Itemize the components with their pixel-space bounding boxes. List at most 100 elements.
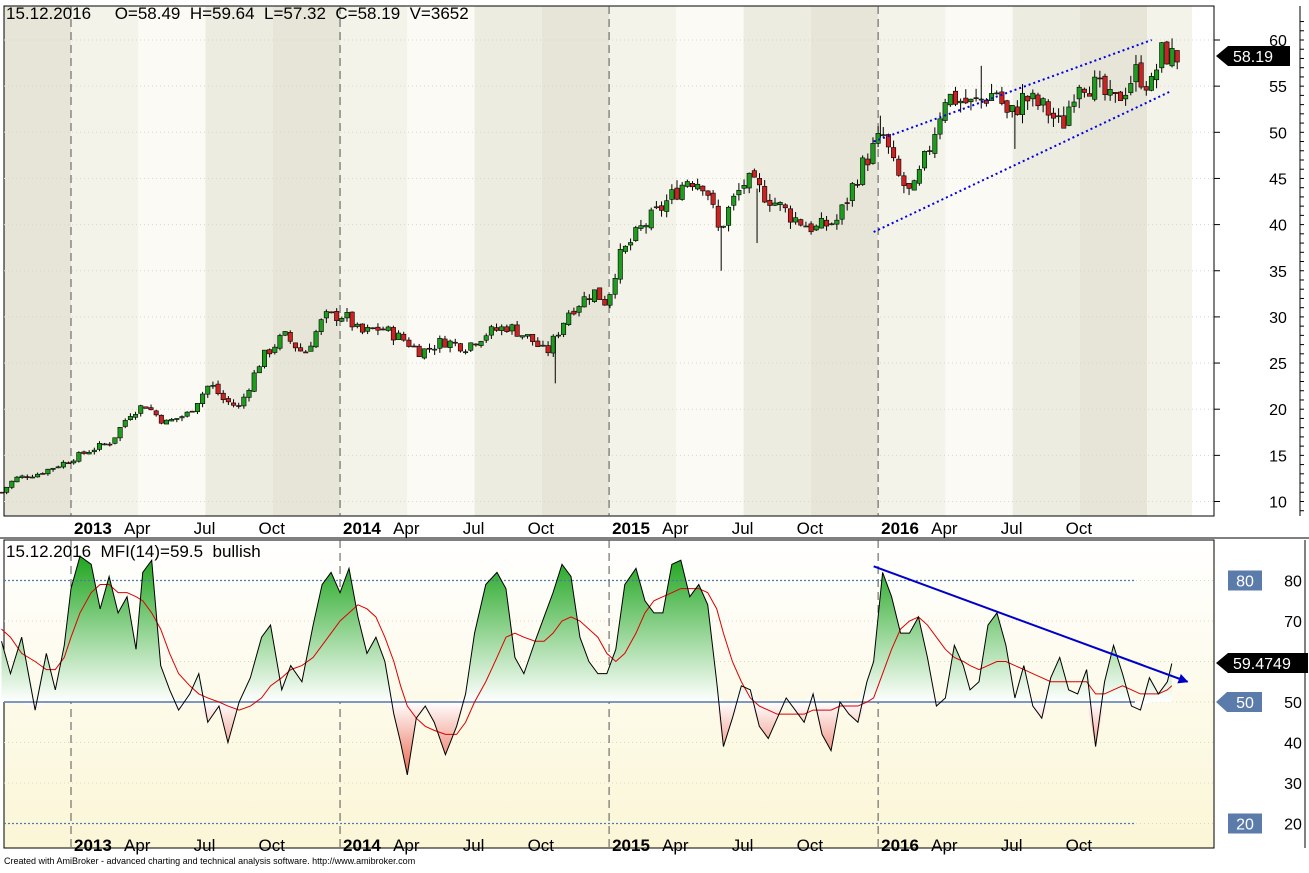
candle-up bbox=[313, 331, 319, 348]
candle-up bbox=[669, 189, 675, 200]
candle-up bbox=[76, 452, 82, 462]
quarter-band bbox=[1079, 6, 1148, 516]
candle-down bbox=[1138, 62, 1144, 88]
mfi-line bbox=[1, 555, 1173, 776]
candle-up bbox=[344, 312, 350, 319]
candle-up bbox=[256, 366, 262, 374]
candle-down bbox=[158, 414, 164, 424]
mfi-x-axis: 2013 Apr Jul Oct 2014 Apr Jul Oct 2015 Apr Jul Oct 2… bbox=[74, 836, 1092, 855]
quarter-band bbox=[676, 6, 744, 516]
candle-down bbox=[406, 339, 412, 347]
candle-up bbox=[1071, 101, 1077, 107]
candle-up bbox=[1154, 69, 1160, 81]
candle-down bbox=[442, 338, 448, 348]
quarter-band bbox=[945, 6, 1013, 516]
candle-up bbox=[1107, 89, 1113, 96]
candle-down bbox=[457, 343, 463, 352]
candle-down bbox=[514, 324, 520, 337]
candle-up bbox=[509, 324, 515, 332]
candle-down bbox=[767, 199, 773, 206]
quarter-band bbox=[474, 6, 542, 516]
candle-up bbox=[592, 289, 598, 302]
x-tick-label: 2015 bbox=[612, 836, 650, 855]
candle-down bbox=[375, 326, 381, 331]
candle-up bbox=[261, 349, 267, 367]
candle-down bbox=[530, 333, 536, 342]
candle-down bbox=[674, 187, 680, 200]
channel-line bbox=[873, 39, 1152, 143]
quarter-band bbox=[1147, 6, 1192, 516]
candle-up bbox=[916, 169, 922, 184]
level-box-shape bbox=[1228, 813, 1262, 834]
candle-up bbox=[251, 372, 257, 392]
quarter-band bbox=[407, 6, 475, 516]
mfi-area-fills bbox=[1, 556, 1172, 775]
y-tick-label: 40 bbox=[1269, 218, 1287, 235]
candle-up bbox=[164, 419, 170, 425]
candle-up bbox=[184, 411, 190, 417]
candle-down bbox=[349, 311, 355, 328]
candle-down bbox=[1035, 94, 1041, 107]
quarter-band bbox=[810, 6, 879, 516]
candle-down bbox=[504, 326, 510, 332]
y-tick-label: 25 bbox=[1269, 356, 1287, 373]
x-tick-label: Apr bbox=[124, 836, 151, 855]
candle-up bbox=[746, 172, 752, 189]
candle-down bbox=[359, 323, 365, 333]
candle-down bbox=[659, 205, 665, 211]
candle-up bbox=[622, 245, 628, 252]
y-tick-label: 55 bbox=[1269, 79, 1287, 96]
price-pane[interactable]: 2013 Apr Jul Oct 2014 Apr Jul Oct 2015 Apr Jul Oct 2… bbox=[0, 0, 1309, 538]
candle-up bbox=[122, 420, 128, 427]
candle-down bbox=[885, 134, 891, 148]
candle-up bbox=[45, 468, 51, 475]
candle-up bbox=[205, 385, 211, 395]
candle-down bbox=[220, 392, 226, 401]
candle-down bbox=[963, 97, 969, 104]
candle-up bbox=[447, 340, 453, 348]
candle-up bbox=[566, 312, 572, 325]
candle-up bbox=[323, 311, 329, 319]
candle-down bbox=[1050, 112, 1056, 119]
candle-down bbox=[189, 410, 195, 413]
candle-up bbox=[421, 348, 427, 359]
candle-up bbox=[169, 419, 175, 422]
candle-up bbox=[277, 335, 283, 349]
candle-up bbox=[942, 102, 948, 121]
candle-up bbox=[308, 345, 314, 352]
candle-up bbox=[834, 219, 840, 225]
candle-up bbox=[468, 342, 474, 351]
candle-up bbox=[241, 396, 247, 407]
candle-down bbox=[1097, 77, 1103, 80]
mfi-value-marker: 59.4749 bbox=[1216, 653, 1308, 673]
candle-down bbox=[927, 150, 933, 152]
candle-up bbox=[133, 414, 139, 418]
candle-up bbox=[1133, 64, 1139, 83]
candle-down bbox=[896, 158, 902, 176]
candle-up bbox=[478, 341, 484, 346]
candle-up bbox=[86, 451, 92, 455]
x-tick-label: Oct bbox=[259, 836, 286, 855]
candle-down bbox=[1045, 101, 1051, 116]
mfi-pane[interactable]: 80 50 20 2013 Apr Jul Oct 2014 Apr Jul Oct 2015 Apr… bbox=[0, 537, 1309, 855]
candle-up bbox=[437, 338, 443, 349]
candle-up bbox=[653, 206, 659, 209]
candle-up bbox=[1148, 76, 1154, 91]
candle-up bbox=[432, 348, 438, 351]
candle-down bbox=[751, 170, 757, 178]
candle-up bbox=[726, 206, 732, 226]
candle-up bbox=[29, 476, 35, 479]
footer-credit: Created with AmiBroker - advanced charti… bbox=[4, 856, 416, 866]
candle-up bbox=[777, 202, 783, 206]
candle-down bbox=[267, 349, 273, 355]
x-tick-label: Jul bbox=[732, 519, 754, 538]
mfi-y-axis: 20304050607080 bbox=[1284, 540, 1306, 848]
level-box: 50 bbox=[1216, 692, 1262, 712]
y-tick-label: 30 bbox=[1284, 776, 1302, 793]
candle-down bbox=[901, 175, 907, 186]
candle-up bbox=[664, 200, 670, 212]
candle-up bbox=[1128, 83, 1134, 93]
x-tick-label: Apr bbox=[662, 519, 689, 538]
x-tick-label: Apr bbox=[931, 836, 958, 855]
